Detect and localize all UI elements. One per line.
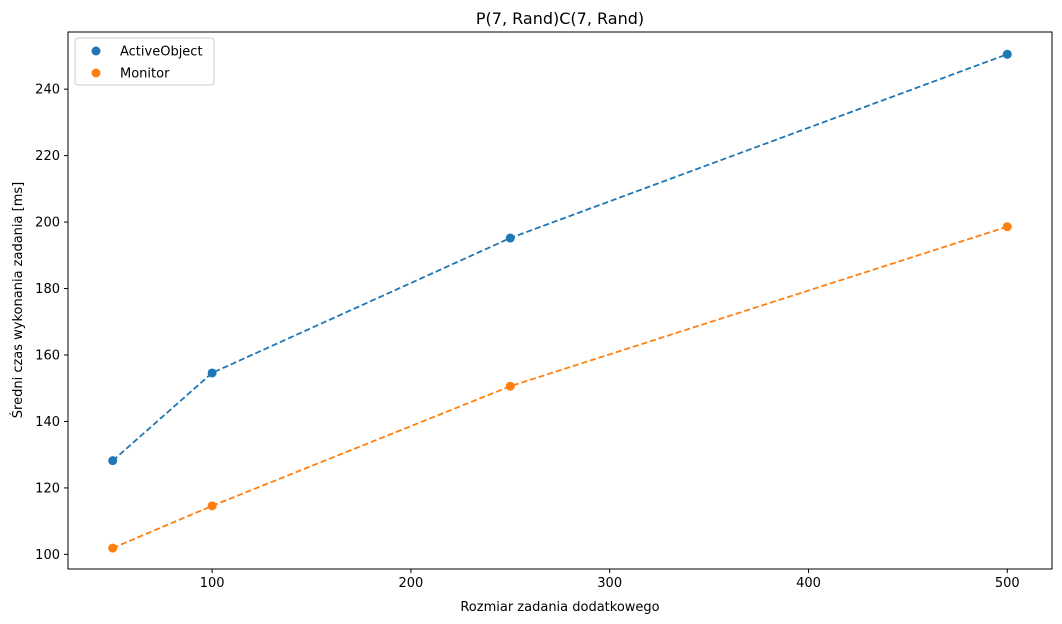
legend: ActiveObject Monitor <box>74 37 215 86</box>
data-point-activeobject <box>505 233 515 243</box>
legend-marker-monitor <box>91 68 101 78</box>
series-line-activeobject <box>112 53 1008 462</box>
data-point-activeobject <box>1002 49 1012 59</box>
legend-label-activeobject: ActiveObject <box>120 45 203 60</box>
y-tick-label: 140 <box>35 415 60 430</box>
y-tick-label: 120 <box>35 481 60 496</box>
x-axis-ticks: 100 200 300 400 500 <box>200 569 1020 591</box>
data-point-activeobject <box>108 456 118 466</box>
x-tick-label: 400 <box>796 576 821 591</box>
x-tick-label: 100 <box>200 576 225 591</box>
series-line-monitor <box>112 225 1008 549</box>
y-tick-label: 180 <box>35 282 60 297</box>
data-point-monitor <box>207 501 217 511</box>
axes-frame <box>67 31 1053 570</box>
y-tick-label: 240 <box>35 83 60 98</box>
y-axis-label: Średni czas wykonania zadania [ms] <box>10 182 26 418</box>
data-point-activeobject <box>207 368 217 378</box>
data-point-monitor <box>505 381 515 391</box>
y-tick-label: 160 <box>35 348 60 363</box>
y-tick-label: 200 <box>35 216 60 231</box>
x-axis-label: Rozmiar zadania dodatkowego <box>460 600 659 615</box>
chart-title: P(7, Rand)C(7, Rand) <box>476 9 644 28</box>
y-tick-label: 220 <box>35 149 60 164</box>
y-axis-ticks: 100 120 140 160 180 200 220 240 <box>35 83 68 563</box>
legend-box <box>74 37 215 86</box>
plot-area <box>108 49 1012 553</box>
legend-label-monitor: Monitor <box>120 67 170 82</box>
y-tick-label: 100 <box>35 548 60 563</box>
legend-marker-activeobject <box>91 46 101 56</box>
data-point-monitor <box>1002 222 1012 232</box>
x-tick-label: 300 <box>597 576 622 591</box>
data-point-monitor <box>108 543 118 553</box>
x-tick-label: 200 <box>398 576 423 591</box>
x-tick-label: 500 <box>995 576 1020 591</box>
